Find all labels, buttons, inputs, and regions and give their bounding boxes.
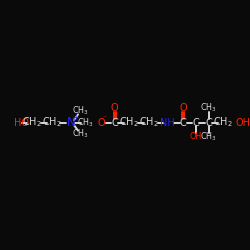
Text: C: C [205,118,212,128]
Text: CH$_3$: CH$_3$ [72,128,89,140]
Text: CH$_3$: CH$_3$ [77,116,94,129]
Text: NH: NH [160,118,175,128]
Text: +: + [72,113,78,122]
Text: CH$_2$: CH$_2$ [139,116,158,130]
Text: CH$_3$: CH$_3$ [72,105,89,118]
Text: OH: OH [190,132,202,141]
Text: CH$_2$: CH$_2$ [119,116,139,130]
Text: CH$_3$: CH$_3$ [200,130,217,143]
Text: ⁻: ⁻ [102,113,106,122]
Text: C: C [111,118,118,128]
Text: C: C [180,118,187,128]
Text: CH$_2$: CH$_2$ [214,116,233,130]
Text: O: O [111,103,118,113]
Text: N: N [67,116,76,129]
Text: CH$_2$: CH$_2$ [22,116,42,130]
Text: C: C [192,118,199,128]
Text: O: O [97,118,105,128]
Text: HO: HO [14,118,29,128]
Text: CH$_3$: CH$_3$ [200,102,217,115]
Text: CH$_2$: CH$_2$ [42,116,62,130]
Text: O: O [180,103,187,113]
Text: OH: OH [236,118,250,128]
